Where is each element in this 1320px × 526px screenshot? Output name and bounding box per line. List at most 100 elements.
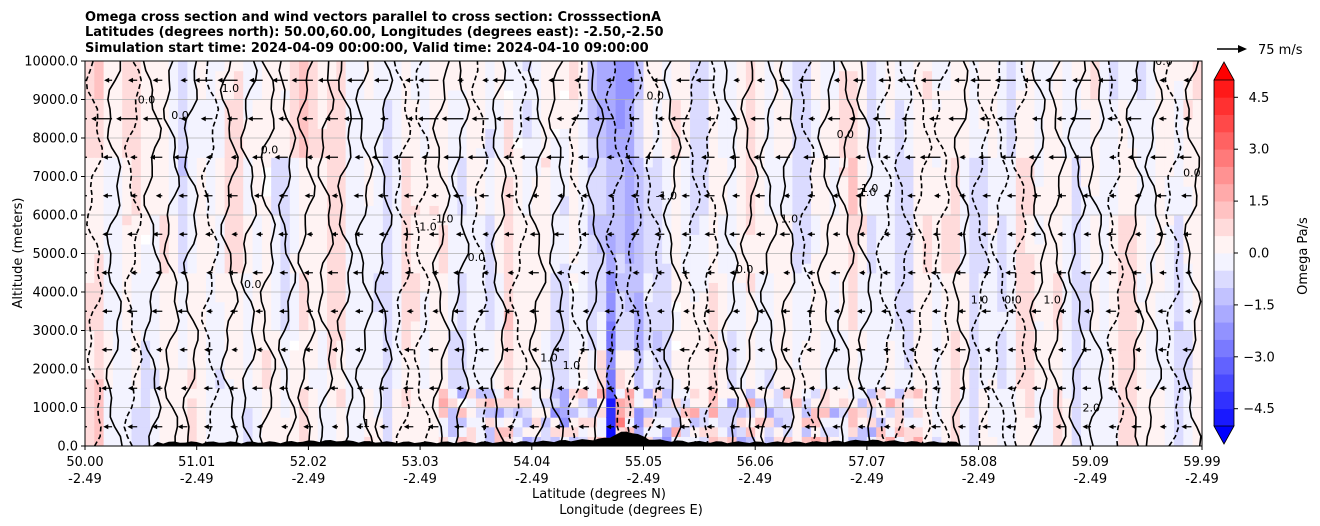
omega-cell (503, 311, 514, 322)
omega-cell (1127, 215, 1138, 226)
omega-cell (978, 224, 989, 235)
omega-cell (606, 272, 617, 283)
omega-cell (1043, 224, 1054, 235)
omega-cell (485, 80, 496, 91)
omega-cell (364, 186, 375, 197)
omega-cell (187, 118, 198, 129)
omega-cell (1062, 243, 1073, 255)
omega-cell (587, 426, 598, 437)
omega-cell (1062, 234, 1073, 245)
omega-cell (932, 417, 942, 428)
omega-cell (987, 311, 998, 322)
omega-cell (1118, 417, 1129, 428)
contour-line (1010, 61, 1028, 446)
omega-cell (783, 224, 794, 235)
omega-cell (94, 186, 105, 197)
omega-cell (271, 320, 282, 332)
omega-cell (382, 109, 393, 120)
omega-cell (671, 243, 682, 255)
omega-cell (624, 215, 635, 226)
omega-cell (922, 166, 933, 178)
omega-cell (364, 263, 375, 274)
omega-cell (373, 109, 384, 120)
omega-cell (578, 359, 589, 370)
omega-cell (243, 340, 254, 351)
omega-cell (122, 89, 133, 101)
omega-cell (1080, 89, 1091, 101)
omega-cell (634, 157, 645, 168)
omega-cell (717, 369, 728, 380)
omega-cell (131, 61, 142, 72)
omega-cell (950, 99, 961, 110)
omega-cell (420, 369, 431, 380)
omega-cell (1146, 128, 1157, 139)
omega-cell (494, 417, 505, 428)
omega-cell (755, 397, 766, 409)
omega-cell (587, 205, 598, 216)
omega-cell (643, 176, 654, 187)
omega-cell (950, 397, 961, 409)
omega-cell (1174, 186, 1184, 197)
omega-cell (606, 215, 617, 226)
omega-cell (578, 186, 589, 197)
omega-cell (364, 224, 375, 235)
omega-cell (327, 397, 337, 409)
omega-cell (1080, 215, 1091, 226)
omega-cell (122, 99, 133, 110)
omega-cell (1015, 80, 1026, 91)
omega-cell (457, 417, 468, 428)
omega-cell (243, 157, 254, 168)
omega-cell (420, 388, 431, 399)
omega-cell (569, 311, 579, 322)
omega-cell (894, 388, 905, 399)
omega-cell (987, 397, 998, 409)
omega-cell (569, 215, 579, 226)
omega-cell (475, 138, 486, 149)
omega-cell (1118, 243, 1129, 255)
omega-cell (615, 407, 626, 418)
omega-cell (271, 224, 282, 235)
omega-cell (261, 147, 272, 158)
omega-cell (364, 359, 375, 370)
omega-cell (755, 378, 766, 389)
omega-cell (1099, 292, 1110, 303)
omega-cell (1136, 147, 1147, 158)
omega-cell (680, 340, 691, 351)
contour-line (758, 61, 779, 446)
omega-cell (140, 378, 151, 389)
omega-cell (596, 378, 607, 389)
omega-cell (206, 349, 216, 360)
omega-cell (1155, 407, 1166, 418)
omega-cell (224, 215, 235, 226)
omega-cell (690, 417, 700, 428)
omega-cell (438, 407, 449, 418)
omega-cell (112, 311, 123, 322)
omega-cell (783, 157, 794, 168)
omega-cell (215, 195, 226, 206)
omega-cell (345, 263, 356, 274)
omega-cell (699, 369, 710, 380)
omega-cell (466, 109, 477, 120)
omega-cell (885, 311, 896, 322)
omega-cell (522, 99, 533, 110)
omega-cell (1006, 147, 1017, 158)
omega-cell (150, 147, 161, 158)
omega-cell (252, 263, 263, 274)
omega-cell (987, 61, 998, 72)
omega-cell (140, 70, 151, 81)
omega-cell (997, 397, 1008, 409)
omega-cell (1099, 272, 1110, 283)
omega-cell (1146, 215, 1157, 226)
omega-cell (317, 243, 328, 255)
omega-cell (271, 157, 282, 168)
omega-cell (1192, 292, 1202, 303)
omega-cell (1108, 89, 1119, 101)
omega-cell (513, 378, 524, 389)
omega-cell (885, 138, 896, 149)
omega-cell (1118, 253, 1129, 264)
omega-cell (634, 311, 645, 322)
omega-cell (643, 205, 654, 216)
omega-cell (1192, 109, 1202, 120)
omega-cell (513, 128, 524, 139)
omega-cell (178, 282, 188, 293)
